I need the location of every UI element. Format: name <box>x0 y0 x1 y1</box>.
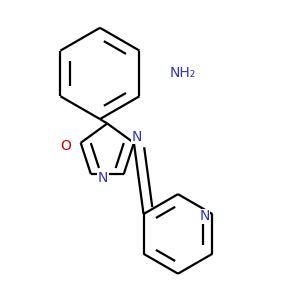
Text: N: N <box>132 130 142 144</box>
Text: NH₂: NH₂ <box>169 66 195 80</box>
Text: O: O <box>61 139 71 153</box>
Text: N: N <box>199 209 210 223</box>
Text: N: N <box>98 171 108 185</box>
